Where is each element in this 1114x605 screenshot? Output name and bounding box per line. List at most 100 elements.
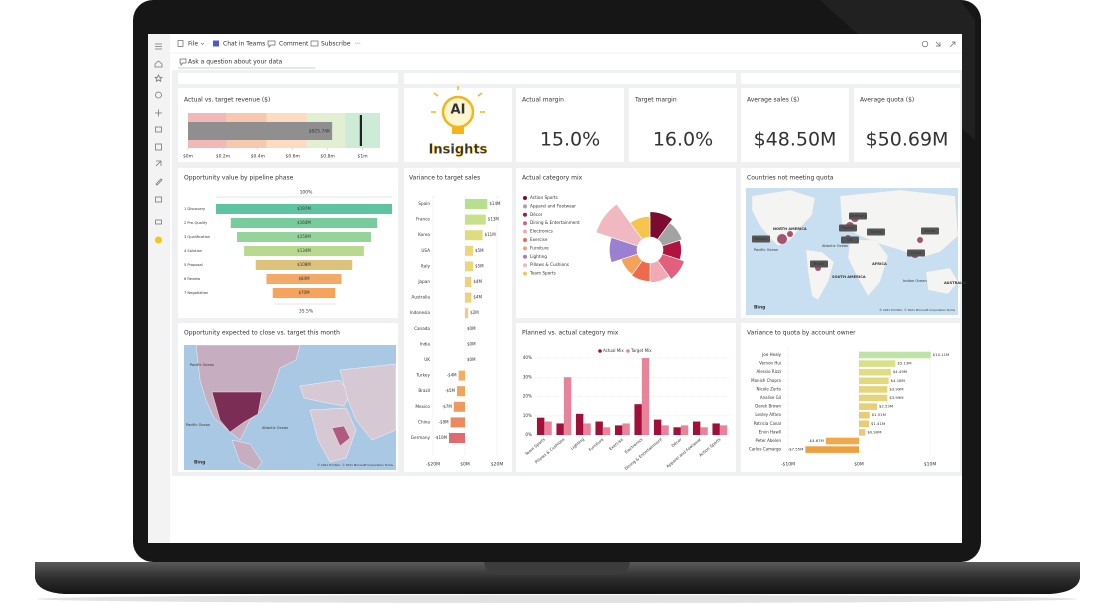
land — [309, 407, 357, 463]
rose-segment — [657, 222, 683, 247]
category-label: Derek Brown — [755, 404, 781, 409]
column — [680, 425, 689, 435]
category-label: Manish Chopra — [751, 378, 781, 383]
land — [211, 391, 263, 433]
toolbar-item[interactable]: Comment — [279, 41, 309, 48]
value-label: $1.41M — [871, 421, 885, 426]
country-tag — [921, 227, 939, 235]
land — [847, 239, 889, 297]
x-tick-label: $0.8m — [320, 154, 334, 160]
rose-segment — [649, 211, 673, 240]
category-label: Nicole Zerto — [757, 386, 782, 391]
toolbar-icons — [177, 40, 956, 66]
funnel-bar — [266, 274, 342, 284]
region-label: Atlantic Ocean — [262, 426, 288, 430]
x-tick-label: $0m — [183, 154, 193, 160]
funnel-bar — [236, 232, 372, 242]
category-label: Joe Healy — [761, 352, 781, 357]
land — [839, 189, 959, 259]
category-label: 5 Proposal — [184, 263, 203, 267]
rose-segment — [629, 215, 651, 240]
category-label: Carlos Camargo — [749, 447, 782, 452]
legend-label: Electronics — [530, 229, 553, 234]
category-label: 7 Negotiation — [184, 291, 208, 295]
category-label: 2 Pre-Qualify — [184, 221, 208, 225]
target-marker — [359, 115, 362, 146]
column — [556, 423, 564, 435]
nav-icons — [154, 43, 163, 225]
map-brand: Bing — [194, 460, 205, 466]
land — [925, 267, 959, 295]
qna-box[interactable]: Ask a question about your data — [188, 59, 282, 66]
map-brand: Bing — [754, 305, 765, 311]
category-label: Patricia Canal — [754, 421, 781, 426]
bar — [859, 394, 888, 402]
tile-title: Opportunity expected to close vs. target… — [184, 330, 340, 337]
chevron — [200, 42, 205, 45]
toolbar-item[interactable]: ··· — [355, 41, 361, 48]
legend-dot — [523, 263, 527, 268]
toolbar-item[interactable]: File — [188, 41, 198, 48]
value-label: $5.13M — [897, 361, 911, 366]
bar — [859, 368, 891, 376]
land — [331, 425, 351, 447]
tile-title: Variance to target sales — [409, 175, 480, 182]
value-label: -$4M — [447, 373, 458, 378]
value-label: $4M — [473, 279, 482, 284]
bubble — [787, 231, 793, 237]
legend-dot — [523, 246, 527, 251]
column — [712, 423, 720, 435]
category-label: Brazil — [418, 388, 430, 393]
bulb-rays — [431, 86, 485, 113]
funnel-top: 100% — [300, 190, 314, 196]
tile-title: Countries not meeting quota — [747, 175, 834, 182]
bar — [859, 411, 870, 419]
tile-title: Variance to quota by account owner — [747, 330, 856, 337]
bar — [449, 433, 465, 443]
bulb-base — [452, 127, 464, 134]
region-label: Indian Ocean — [903, 279, 927, 283]
tile-title: Actual vs. target revenue ($) — [184, 97, 270, 104]
bar — [825, 437, 859, 445]
legend-dot — [523, 204, 527, 209]
value-label: $3.99M — [889, 395, 903, 400]
bar — [453, 401, 465, 412]
nav-app-icon[interactable] — [155, 236, 162, 244]
value-label: $5M — [475, 263, 484, 268]
column — [719, 425, 728, 435]
value-label: $1.51M — [872, 412, 886, 417]
country-tag — [849, 212, 867, 220]
category-label: Canada — [414, 326, 430, 331]
value-label: $0M — [467, 341, 476, 346]
funnel-bottom: 35.5% — [299, 309, 314, 315]
column — [583, 423, 591, 435]
toolbar-item[interactable]: Chat in Teams — [223, 41, 265, 48]
country-label: China — [911, 250, 922, 255]
legend-label: Target Mix — [630, 348, 652, 353]
legend-label: Lighting — [530, 254, 547, 259]
legend-dot — [523, 238, 527, 242]
bubble — [777, 234, 787, 244]
legend-label: Furniture — [530, 245, 549, 250]
legend-dot — [523, 271, 527, 276]
card-value: 15.0% — [540, 129, 600, 151]
toolbar-item[interactable]: Subscribe — [321, 41, 351, 48]
x-tick-label: $0.2m — [216, 154, 230, 160]
bar — [859, 429, 866, 436]
bar — [465, 230, 483, 241]
legend-dot — [523, 254, 527, 259]
value-label: $13M — [488, 217, 500, 222]
region-label: Pacific Ocean — [754, 248, 778, 252]
region-label: Pacific Ocean — [190, 363, 214, 367]
x-tick-label: $1m — [357, 154, 367, 160]
category-label: 6 Review — [184, 277, 200, 281]
y-tick-label: 30% — [523, 374, 532, 379]
x-tick-label: $0M — [854, 462, 864, 468]
value-label: $11M — [485, 232, 497, 237]
column — [661, 425, 669, 435]
category-label: Mexico — [415, 404, 430, 409]
category-label: Analise Gil — [760, 395, 781, 400]
value-label: $3.99M — [889, 386, 903, 391]
rose-segment — [657, 253, 685, 280]
country-tag — [867, 228, 885, 236]
